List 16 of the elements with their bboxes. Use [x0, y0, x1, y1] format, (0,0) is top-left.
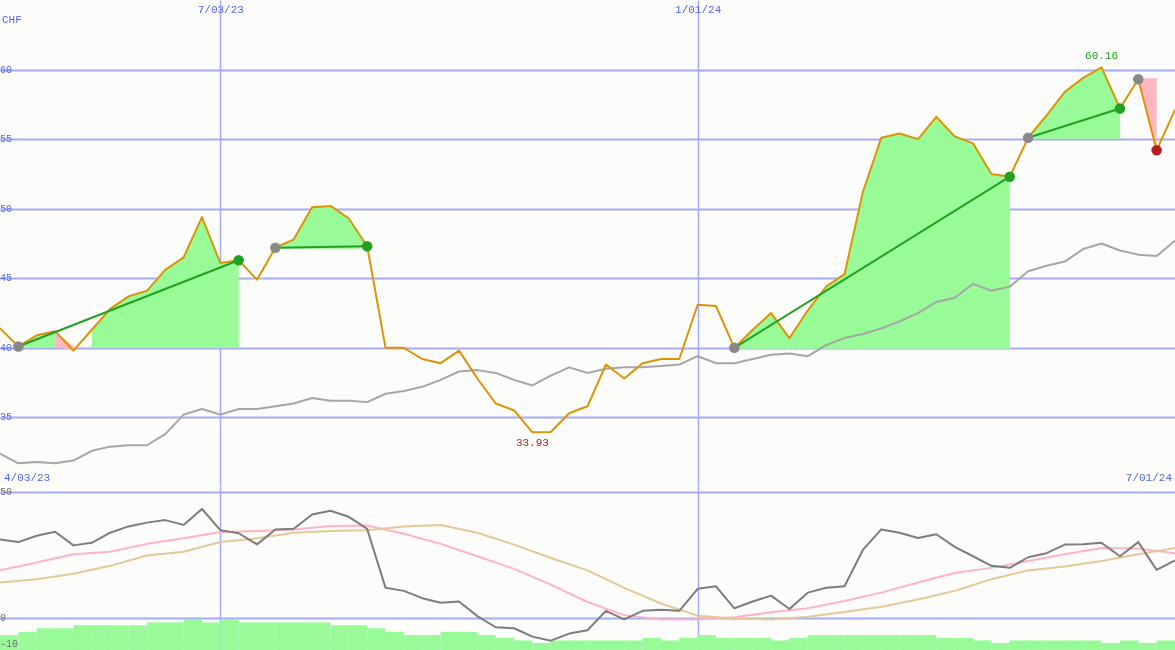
y-tick-label: 60 [0, 64, 13, 76]
x-tick-label: 1/01/24 [675, 3, 722, 16]
annotation: 33.93 [515, 437, 549, 450]
y-tick-label: 0 [0, 613, 7, 625]
x-tick-label: 7/03/23 [197, 3, 244, 16]
y-tick-label: 35 [0, 412, 13, 424]
annotation: 4/03/23 [4, 472, 51, 484]
y-tick-label: 50 [0, 203, 13, 215]
y-tick-label: -10 [0, 638, 19, 650]
y-axis-title: CHF [2, 14, 22, 26]
y-tick-label: 40 [0, 342, 13, 354]
y-tick-label: 45 [0, 273, 13, 285]
annotation: 60.16 [1085, 50, 1119, 63]
y-tick-label: 50 [0, 487, 13, 499]
y-tick-label: 55 [0, 134, 13, 146]
annotation: 7/01/24 [1125, 472, 1173, 484]
